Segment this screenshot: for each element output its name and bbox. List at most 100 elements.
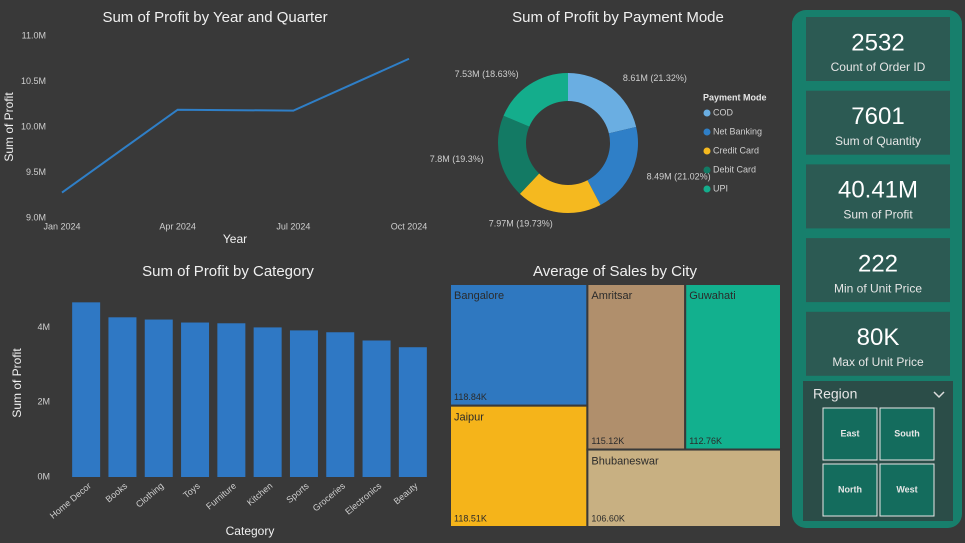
line	[61, 57, 410, 194]
legend-label[interactable]: COD	[713, 107, 734, 117]
x-tick-label: Jul 2024	[276, 221, 310, 231]
cell-value: 106.60K	[591, 513, 625, 523]
y-tick-label: 9.5M	[26, 167, 46, 177]
bar	[326, 332, 355, 477]
kpi-label: Sum of Profit	[843, 208, 913, 222]
kpi-card	[806, 90, 950, 155]
legend-label[interactable]: UPI	[713, 183, 728, 193]
chart-title: Sum of Profit by Year and Quarter	[102, 9, 327, 26]
x-tick-label: Books	[104, 480, 130, 504]
treemap-cell[interactable]	[449, 283, 589, 407]
data-label: 8.49M (21.02%)	[647, 171, 711, 181]
kpi-label: Max of Unit Price	[832, 355, 924, 369]
kpi-value: 222	[858, 250, 898, 277]
chart-title: Sum of Profit by Category	[142, 263, 314, 280]
data-label: 7.8M (19.3%)	[430, 154, 484, 164]
x-tick-label: Beauty	[392, 480, 420, 506]
donut-slice	[587, 126, 638, 206]
y-tick-label: 10.0M	[21, 121, 46, 131]
x-tick-label: Toys	[181, 480, 202, 500]
donut-slice	[498, 115, 540, 194]
donut-slice	[568, 73, 637, 134]
kpi-value: 7601	[851, 103, 904, 130]
x-axis-label: Category	[226, 524, 275, 538]
cell-label: Amritsar	[591, 290, 632, 302]
bar	[289, 330, 318, 477]
slicer-button[interactable]	[879, 407, 935, 461]
kpi-label: Sum of Quantity	[835, 134, 921, 148]
cell-value: 115.12K	[591, 436, 624, 446]
legend-marker	[703, 128, 711, 136]
slicer-title: Region	[813, 386, 857, 402]
kpi-card	[806, 17, 950, 81]
slicer-item[interactable]: East	[840, 428, 859, 438]
x-tick-label: Groceries	[311, 480, 348, 513]
bar	[108, 317, 137, 477]
x-tick-label: Oct 2024	[391, 221, 428, 231]
slicer-button[interactable]	[822, 463, 878, 517]
bar	[217, 323, 246, 477]
cell-label: Bhubaneswar	[591, 455, 659, 467]
data-label: 8.61M (21.32%)	[623, 73, 687, 83]
legend-marker	[703, 185, 711, 193]
bar	[72, 302, 101, 477]
kpi-card	[806, 311, 950, 376]
treemap-cell[interactable]	[586, 283, 687, 451]
x-tick-label: Home Decor	[48, 481, 93, 521]
bar	[362, 340, 391, 477]
bar	[181, 322, 210, 477]
y-tick-label: 4M	[37, 322, 50, 332]
y-tick-label: 9.0M	[26, 212, 46, 222]
x-tick-label: Jan 2024	[43, 221, 80, 231]
kpi-value: 40.41M	[838, 177, 918, 204]
legend-marker	[703, 109, 711, 117]
legend-marker	[703, 147, 711, 155]
y-tick-label: 11.0M	[22, 30, 46, 40]
x-axis-label: Year	[223, 232, 247, 246]
bar	[253, 327, 282, 477]
donut-slice	[519, 173, 601, 213]
y-axis-label: Sum of Profit	[2, 92, 16, 162]
slicer-item[interactable]: North	[838, 484, 862, 494]
cell-value: 118.84K	[454, 392, 487, 402]
kpi-card	[806, 164, 950, 229]
cell-label: Bangalore	[454, 290, 504, 302]
chart-title: Average of Sales by City	[533, 263, 697, 280]
treemap-cell[interactable]	[586, 448, 783, 529]
cell-value: 118.51K	[454, 513, 487, 523]
treemap-cell[interactable]	[684, 283, 782, 451]
legend-title: Payment Mode	[703, 92, 767, 102]
slicer-item[interactable]: West	[896, 484, 917, 494]
slicer-button[interactable]	[879, 463, 935, 517]
data-label: 7.97M (19.73%)	[489, 219, 553, 229]
slicer-chevron[interactable]	[933, 391, 945, 399]
treemap-cell[interactable]	[449, 404, 589, 528]
legend-label[interactable]: Debit Card	[713, 164, 756, 174]
cell-label: Jaipur	[454, 412, 484, 424]
kpi-value: 80K	[857, 324, 900, 351]
cell-label: Guwahati	[689, 290, 735, 302]
legend-label[interactable]: Net Banking	[713, 126, 762, 136]
kpi-label: Count of Order ID	[831, 60, 926, 74]
legend-label[interactable]: Credit Card	[713, 145, 759, 155]
slicer-item[interactable]: South	[894, 428, 920, 438]
x-tick-label: Sports	[284, 480, 311, 505]
kpi-label: Min of Unit Price	[834, 281, 922, 295]
legend-marker	[703, 166, 711, 174]
cell-value: 112.76K	[689, 436, 722, 446]
y-tick-label: 2M	[37, 397, 50, 407]
donut-slice	[503, 73, 568, 127]
x-tick-label: Apr 2024	[159, 221, 196, 231]
x-tick-label: Clothing	[134, 481, 166, 510]
kpi-card	[806, 238, 950, 303]
bar	[144, 319, 173, 477]
x-tick-label: Electronics	[343, 480, 384, 516]
x-tick-label: Kitchen	[245, 481, 274, 508]
chart-title: Sum of Profit by Payment Mode	[512, 9, 724, 26]
kpi-value: 2532	[851, 29, 904, 56]
data-label: 7.53M (18.63%)	[455, 69, 519, 79]
bar	[398, 347, 427, 477]
slicer-button[interactable]	[822, 407, 878, 461]
y-tick-label: 10.5M	[21, 76, 46, 86]
